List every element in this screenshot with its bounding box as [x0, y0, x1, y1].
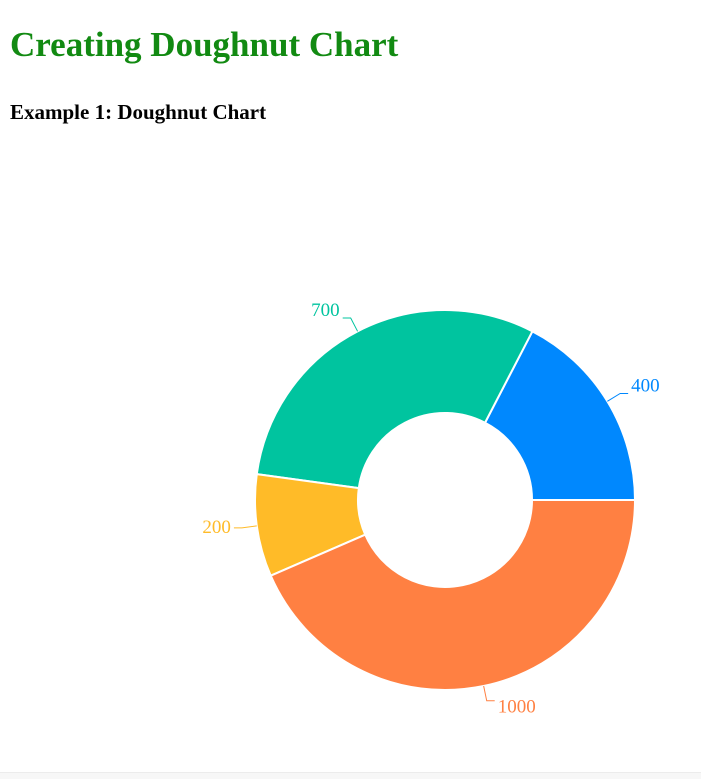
doughnut-segment-1000[interactable] [269, 499, 636, 691]
segment-value-label: 1000 [498, 697, 536, 718]
label-leader-line [342, 317, 359, 332]
segment-value-label: 400 [631, 375, 660, 396]
label-leader-line [607, 392, 629, 402]
segment-value-label: 200 [202, 517, 231, 538]
page-title: Creating Doughnut Chart [10, 25, 399, 64]
label-leader-line [233, 525, 257, 529]
doughnut-segment-700[interactable] [255, 309, 534, 490]
doughnut-chart-svg: 400 700 200 1000 [202, 300, 660, 718]
label-leader-line [483, 685, 495, 702]
segment-value-label: 700 [311, 300, 340, 321]
page-bottom-scrollbar-track [0, 772, 701, 779]
doughnut-segment-400[interactable] [484, 330, 636, 501]
example-heading: Example 1: Doughnut Chart [10, 100, 267, 124]
doughnut-chart: 400 700 200 1000 [0, 240, 701, 773]
